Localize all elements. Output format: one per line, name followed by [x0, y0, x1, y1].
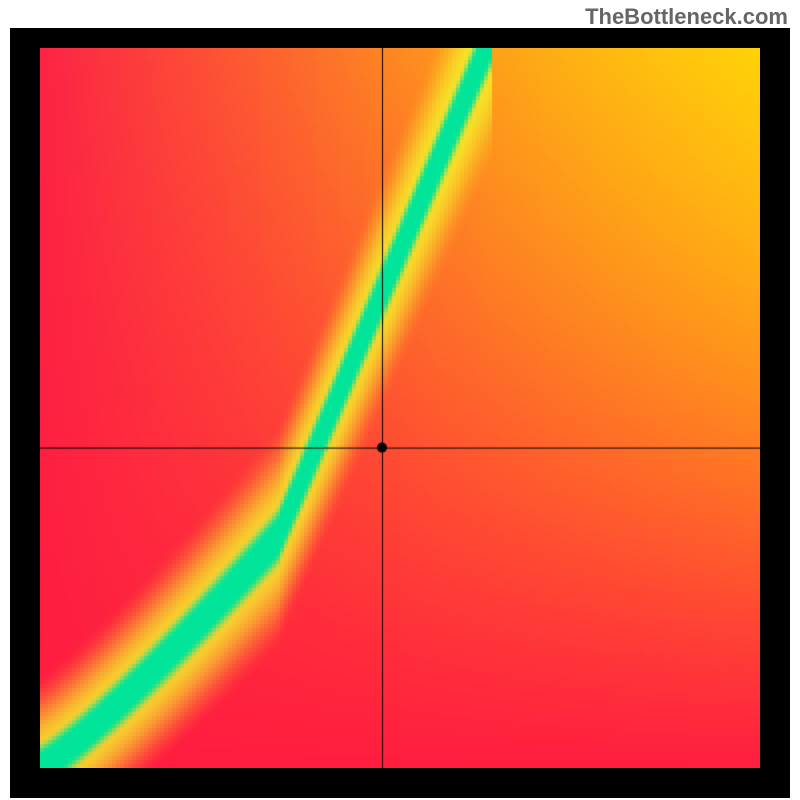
- watermark-text: TheBottleneck.com: [585, 4, 788, 30]
- chart-stage: [10, 28, 790, 798]
- crosshair-overlay: [40, 48, 760, 768]
